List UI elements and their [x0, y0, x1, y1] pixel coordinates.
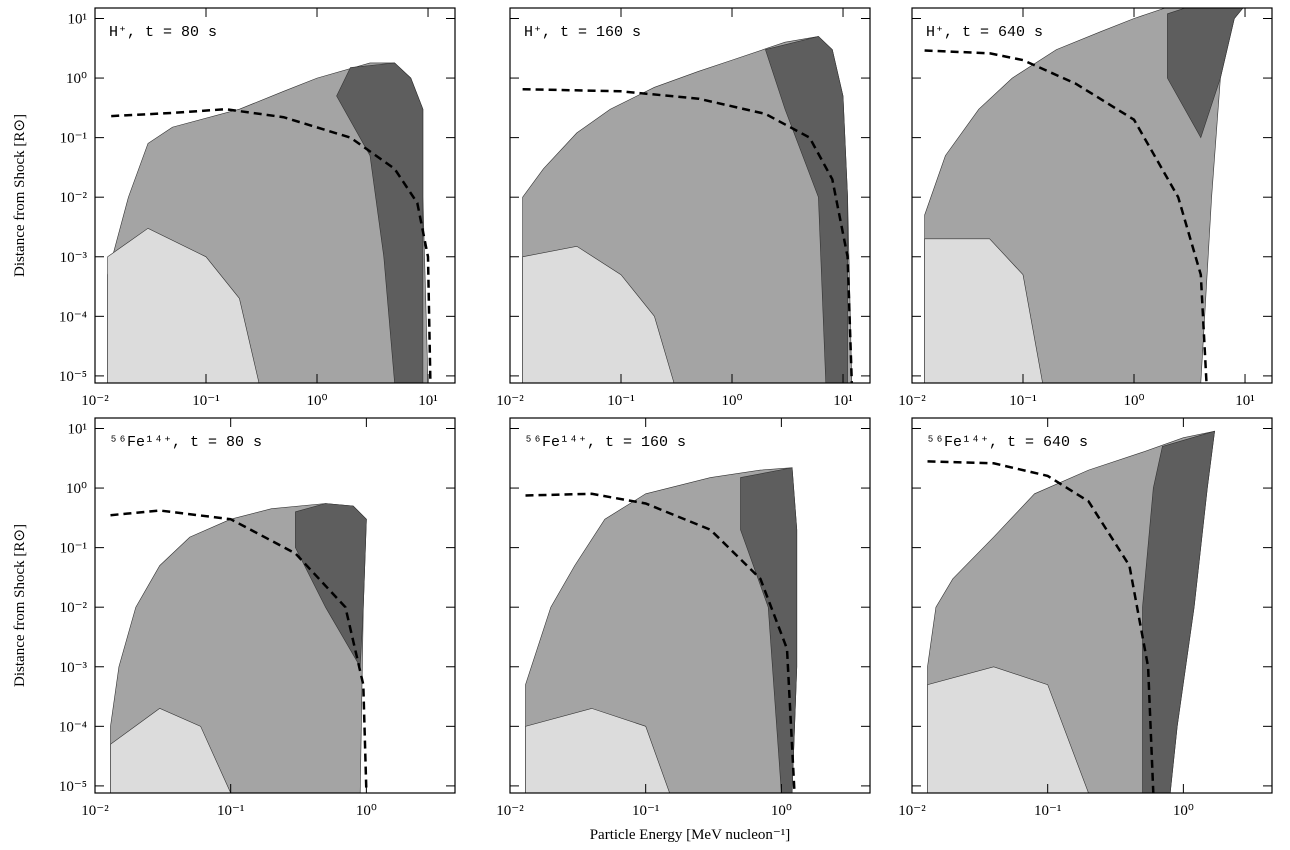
y-tick-label: 10⁻¹: [60, 541, 87, 557]
y-tick-label: 10¹: [68, 11, 88, 27]
contour-region: [522, 245, 675, 383]
x-tick-label: 10⁰: [722, 393, 743, 409]
plot-frame: [94, 7, 456, 384]
panel: 10⁻² 10⁻¹ 10⁰ ⁵⁶Fe¹⁴⁺, t = 160 s Particle En…: [496, 417, 871, 843]
contour-region: [924, 238, 1043, 383]
y-tick-label: 10⁻²: [60, 190, 88, 206]
x-tick-label: 10⁻¹: [1009, 393, 1036, 409]
panel: 10⁻² 10⁻¹ 10⁰ 10¹ H⁺, t = 640 s: [898, 7, 1273, 409]
plot-area: [110, 503, 368, 793]
panel-title: H⁺, t = 640 s: [926, 24, 1043, 41]
x-tick-label: 10⁰: [771, 803, 792, 819]
x-tick-label: 10⁻¹: [607, 393, 634, 409]
x-tick-label: 10⁻¹: [1034, 803, 1061, 819]
y-tick-label: 10⁰: [66, 481, 87, 497]
panel: 10⁻² 10⁻¹ 10⁰ ⁵⁶Fe¹⁴⁺, t = 640 s: [898, 417, 1273, 819]
contour-region: [110, 708, 232, 793]
y-tick-label: 10⁻⁵: [59, 779, 87, 795]
contour-region: [1167, 8, 1244, 139]
y-tick-label: 10⁻⁴: [59, 309, 87, 325]
x-tick-label: 10⁻²: [81, 393, 109, 409]
x-tick-label: 10⁻¹: [217, 803, 244, 819]
y-tick-label: 10⁻³: [60, 660, 88, 676]
x-tick-label: 10⁻¹: [192, 393, 219, 409]
dashed-curve: [522, 87, 854, 383]
plot-frame: [94, 417, 456, 794]
contour-region: [525, 708, 670, 793]
y-tick-label: 10⁻¹: [60, 131, 87, 147]
plot-frame: [509, 7, 871, 384]
plot-area: [107, 62, 432, 383]
x-tick-label: 10⁰: [1124, 393, 1145, 409]
y-tick-label: 10⁻⁵: [59, 369, 87, 385]
y-axis-label: Distance from Shock [R⊙]: [12, 524, 28, 687]
plot-frame: [911, 7, 1273, 384]
x-tick-label: 10⁻¹: [632, 803, 659, 819]
plot-area: [525, 467, 798, 793]
contour-region: [927, 666, 1089, 793]
y-tick-label: 10¹: [68, 421, 88, 437]
x-tick-label: 10⁰: [1173, 803, 1194, 819]
x-tick-label: 10⁻²: [496, 803, 524, 819]
plot-frame: [911, 417, 1273, 794]
plot-area: [927, 430, 1215, 793]
x-tick-label: 10¹: [1235, 393, 1255, 409]
panel-title: H⁺, t = 80 s: [109, 24, 217, 41]
x-tick-label: 10¹: [418, 393, 438, 409]
contour-region: [1142, 430, 1215, 793]
contour-region: [765, 36, 848, 383]
y-tick-label: 10⁻²: [60, 600, 88, 616]
panel-title: H⁺, t = 160 s: [524, 24, 641, 41]
contour-region: [740, 467, 798, 793]
panel: 10⁻² 10⁻¹ 10⁰ 10¹ 10⁻⁵ 10⁻⁴ 10⁻³ 10⁻² 10⁻¹ 10⁰ 10¹…: [12, 7, 456, 409]
x-tick-label: 10⁻²: [898, 803, 926, 819]
panel: 10⁻² 10⁻¹ 10⁰ 10⁻⁵ 10⁻⁴ 10⁻³ 10⁻² 10⁻¹ 10⁰ 10¹ ⁵⁶F…: [12, 417, 456, 819]
x-tick-label: 10⁰: [356, 803, 377, 819]
contour-region: [336, 62, 424, 383]
x-tick-label: 10⁻²: [898, 393, 926, 409]
plot-area: [924, 8, 1244, 383]
x-tick-label: 10⁻²: [496, 393, 524, 409]
y-tick-label: 10⁰: [66, 71, 87, 87]
dashed-curve: [525, 492, 796, 793]
dashed-curve: [111, 107, 432, 383]
panel-title: ⁵⁶Fe¹⁴⁺, t = 160 s: [524, 434, 686, 451]
panel-title: ⁵⁶Fe¹⁴⁺, t = 80 s: [109, 434, 262, 451]
plot-area: [522, 36, 854, 383]
contour-region: [107, 227, 260, 383]
plot-frame: [509, 417, 871, 794]
dashed-curve: [924, 49, 1208, 383]
panel-title: ⁵⁶Fe¹⁴⁺, t = 640 s: [926, 434, 1088, 451]
y-tick-label: 10⁻⁴: [59, 719, 87, 735]
panel: 10⁻² 10⁻¹ 10⁰ 10¹ H⁺, t = 160 s: [496, 7, 871, 409]
y-tick-label: 10⁻³: [60, 250, 88, 266]
dashed-curve: [927, 460, 1155, 793]
x-tick-label: 10⁰: [307, 393, 328, 409]
x-tick-label: 10⁻²: [81, 803, 109, 819]
x-axis-label: Particle Energy [MeV nucleon⁻¹]: [590, 827, 791, 843]
y-axis-label: Distance from Shock [R⊙]: [12, 114, 28, 277]
x-tick-label: 10¹: [833, 393, 853, 409]
